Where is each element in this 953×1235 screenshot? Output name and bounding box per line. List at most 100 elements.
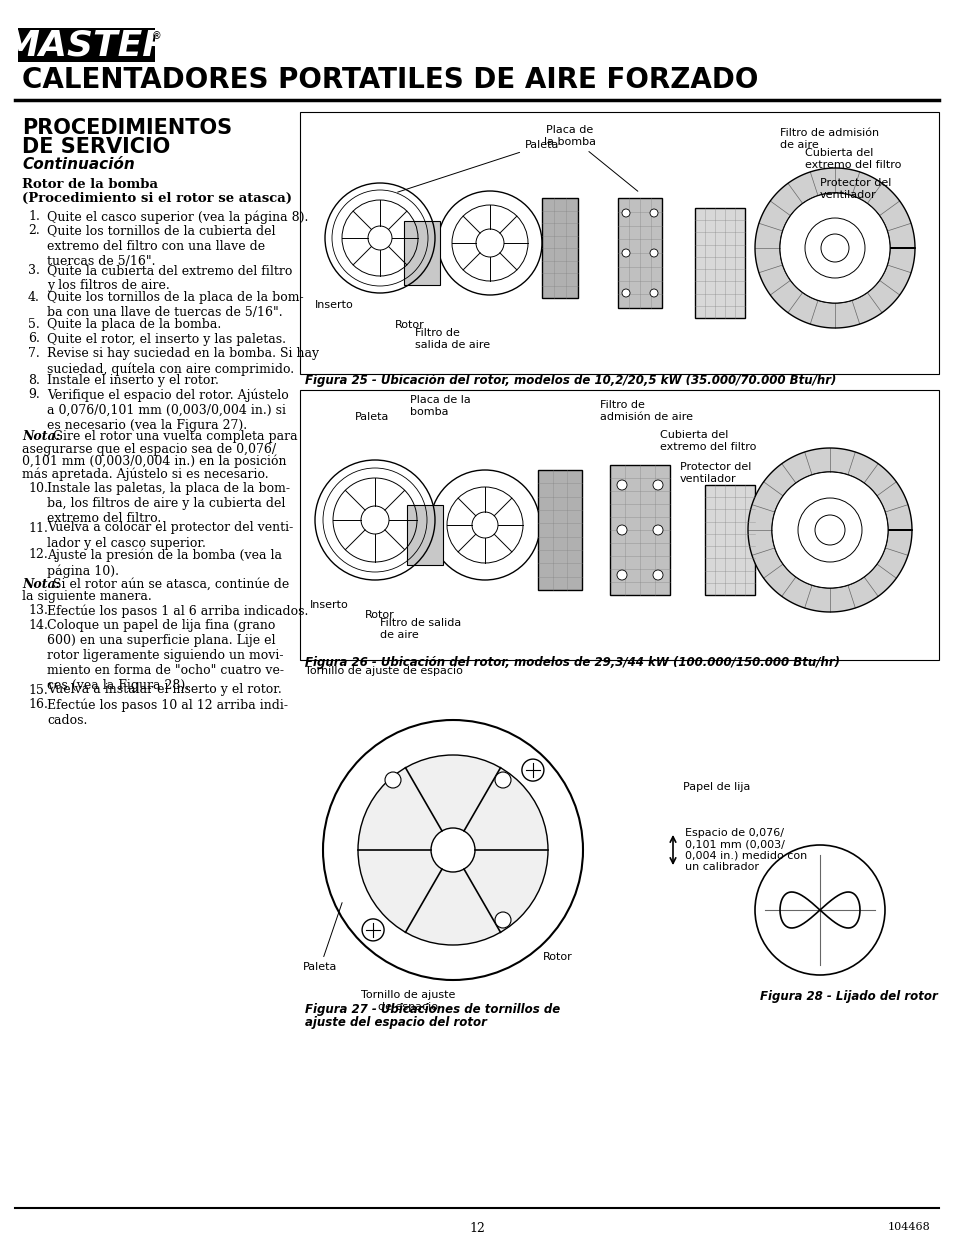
Text: Figura 28 - Lijado del rotor: Figura 28 - Lijado del rotor: [760, 990, 937, 1003]
Text: Instale el inserto y el rotor.: Instale el inserto y el rotor.: [47, 374, 218, 387]
Text: Rotor: Rotor: [395, 320, 424, 330]
FancyBboxPatch shape: [18, 28, 154, 62]
Circle shape: [652, 480, 662, 490]
Text: Efectúe los pasos 10 al 12 arriba indi-
cados.: Efectúe los pasos 10 al 12 arriba indi- …: [47, 698, 288, 726]
Text: Efectúe los pasos 1 al 6 arriba indicados.: Efectúe los pasos 1 al 6 arriba indicado…: [47, 604, 308, 618]
Circle shape: [437, 191, 541, 295]
Text: Inserto: Inserto: [314, 300, 354, 310]
Circle shape: [431, 827, 475, 872]
Circle shape: [430, 471, 539, 580]
Text: Figura 27 - Ubicaciones de tornillos de: Figura 27 - Ubicaciones de tornillos de: [305, 1003, 559, 1016]
Text: 1.: 1.: [28, 210, 40, 224]
Circle shape: [652, 571, 662, 580]
Text: Si el rotor aún se atasca, continúe de: Si el rotor aún se atasca, continúe de: [49, 578, 289, 590]
Text: Paleta: Paleta: [355, 412, 389, 422]
Circle shape: [754, 845, 884, 974]
Text: Paleta: Paleta: [303, 903, 342, 972]
Circle shape: [814, 515, 844, 545]
Text: Revise si hay suciedad en la bomba. Si hay
suciedad, quítela con aire comprimido: Revise si hay suciedad en la bomba. Si h…: [47, 347, 319, 375]
Text: 9.: 9.: [28, 389, 40, 401]
FancyBboxPatch shape: [609, 466, 669, 595]
Text: ®: ®: [152, 32, 162, 42]
Text: Protector del
ventilador: Protector del ventilador: [820, 178, 890, 200]
Circle shape: [621, 209, 629, 217]
Circle shape: [617, 525, 626, 535]
Text: Quite el rotor, el inserto y las paletas.: Quite el rotor, el inserto y las paletas…: [47, 332, 286, 346]
Text: Papel de lija: Papel de lija: [682, 782, 750, 792]
Circle shape: [797, 498, 862, 562]
Circle shape: [452, 205, 527, 282]
Text: Nota:: Nota:: [22, 430, 60, 443]
Circle shape: [476, 228, 503, 257]
Text: Rotor: Rotor: [365, 610, 395, 620]
Circle shape: [495, 772, 511, 788]
Text: Instale las paletas, la placa de la bom-
ba, los filtros de aire y la cubierta d: Instale las paletas, la placa de la bom-…: [47, 482, 290, 525]
Circle shape: [385, 772, 400, 788]
Circle shape: [821, 233, 848, 262]
Circle shape: [780, 193, 889, 303]
Text: 5.: 5.: [28, 317, 40, 331]
Text: Quite la placa de la bomba.: Quite la placa de la bomba.: [47, 317, 221, 331]
Circle shape: [649, 249, 658, 257]
Text: 6.: 6.: [28, 332, 40, 346]
FancyBboxPatch shape: [537, 471, 581, 590]
Text: Continuación: Continuación: [22, 157, 134, 172]
Text: MASTER: MASTER: [3, 28, 170, 62]
Text: Inserto: Inserto: [310, 600, 349, 610]
Text: 12.: 12.: [28, 548, 48, 562]
FancyBboxPatch shape: [541, 198, 578, 298]
Text: Ajuste la presión de la bomba (vea la
página 10).: Ajuste la presión de la bomba (vea la pá…: [47, 548, 282, 578]
Text: Filtro de
salida de aire: Filtro de salida de aire: [415, 329, 490, 350]
Text: 10.: 10.: [28, 482, 48, 495]
Text: Nota:: Nota:: [22, 578, 60, 590]
Text: Quite los tornillos de la placa de la bom-
ba con una llave de tuercas de 5/16".: Quite los tornillos de la placa de la bo…: [47, 291, 303, 319]
Text: Protector del
ventilador: Protector del ventilador: [679, 462, 751, 484]
Text: Quite los tornillos de la cubierta del
extremo del filtro con una llave de
tuerc: Quite los tornillos de la cubierta del e…: [47, 225, 275, 268]
Circle shape: [617, 571, 626, 580]
Text: Filtro de salida
de aire: Filtro de salida de aire: [379, 619, 460, 640]
Circle shape: [521, 760, 543, 781]
Circle shape: [652, 525, 662, 535]
Text: Filtro de admisión
de aire: Filtro de admisión de aire: [780, 128, 879, 149]
Text: 7.: 7.: [28, 347, 40, 359]
Text: Rotor de la bomba: Rotor de la bomba: [22, 178, 158, 191]
Circle shape: [323, 720, 582, 981]
Circle shape: [771, 472, 887, 588]
Text: Tornillo de ajuste
de espacio: Tornillo de ajuste de espacio: [360, 990, 455, 1011]
FancyBboxPatch shape: [299, 390, 938, 659]
Text: Coloque un papel de lija fina (grano
600) en una superficie plana. Lije el
rotor: Coloque un papel de lija fina (grano 600…: [47, 619, 284, 692]
Circle shape: [472, 513, 497, 538]
Text: 13.: 13.: [28, 604, 48, 618]
Text: Quite la cubierta del extremo del filtro
y los filtros de aire.: Quite la cubierta del extremo del filtro…: [47, 264, 292, 291]
Text: 8.: 8.: [28, 374, 40, 387]
Text: PROCEDIMIENTOS: PROCEDIMIENTOS: [22, 119, 232, 138]
FancyBboxPatch shape: [403, 221, 439, 285]
Circle shape: [621, 289, 629, 296]
Text: Cubierta del
extremo del filtro: Cubierta del extremo del filtro: [804, 148, 901, 170]
Text: 4.: 4.: [28, 291, 40, 304]
Text: Verifique el espacio del rotor. Ajústelo
a 0,076/0,101 mm (0,003/0,004 in.) si
e: Verifique el espacio del rotor. Ajústelo…: [47, 389, 289, 432]
Text: 11.: 11.: [28, 521, 48, 535]
Text: Espacio de 0,076/
0,101 mm (0,003/
0,004 in.) medido con
un calibrador: Espacio de 0,076/ 0,101 mm (0,003/ 0,004…: [684, 827, 806, 872]
FancyBboxPatch shape: [618, 198, 661, 308]
Text: Cubierta del
extremo del filtro: Cubierta del extremo del filtro: [659, 431, 756, 452]
Text: la siguiente manera.: la siguiente manera.: [22, 590, 152, 603]
Circle shape: [617, 480, 626, 490]
Text: CALENTADORES PORTATILES DE AIRE FORZADO: CALENTADORES PORTATILES DE AIRE FORZADO: [22, 65, 758, 94]
Text: 0,101 mm (0,003/0,004 in.) en la posición: 0,101 mm (0,003/0,004 in.) en la posició…: [22, 454, 286, 468]
Text: Filtro de
admisión de aire: Filtro de admisión de aire: [599, 400, 692, 422]
Text: 16.: 16.: [28, 698, 48, 711]
Circle shape: [362, 919, 384, 941]
Circle shape: [495, 911, 511, 927]
Text: Figura 25 - Ubicación del rotor, modelos de 10,2/20,5 kW (35.000/70.000 Btu/hr): Figura 25 - Ubicación del rotor, modelos…: [305, 374, 836, 387]
Text: 104468: 104468: [886, 1221, 929, 1233]
Text: asegurarse que el espacio sea de 0,076/: asegurarse que el espacio sea de 0,076/: [22, 442, 275, 456]
Text: 3.: 3.: [28, 264, 40, 277]
Text: Paleta: Paleta: [397, 140, 558, 193]
Text: 15.: 15.: [28, 683, 48, 697]
Circle shape: [357, 755, 547, 945]
Circle shape: [649, 209, 658, 217]
Text: 2.: 2.: [28, 225, 40, 237]
Text: Placa de la
bomba: Placa de la bomba: [410, 395, 470, 417]
Polygon shape: [754, 168, 914, 329]
